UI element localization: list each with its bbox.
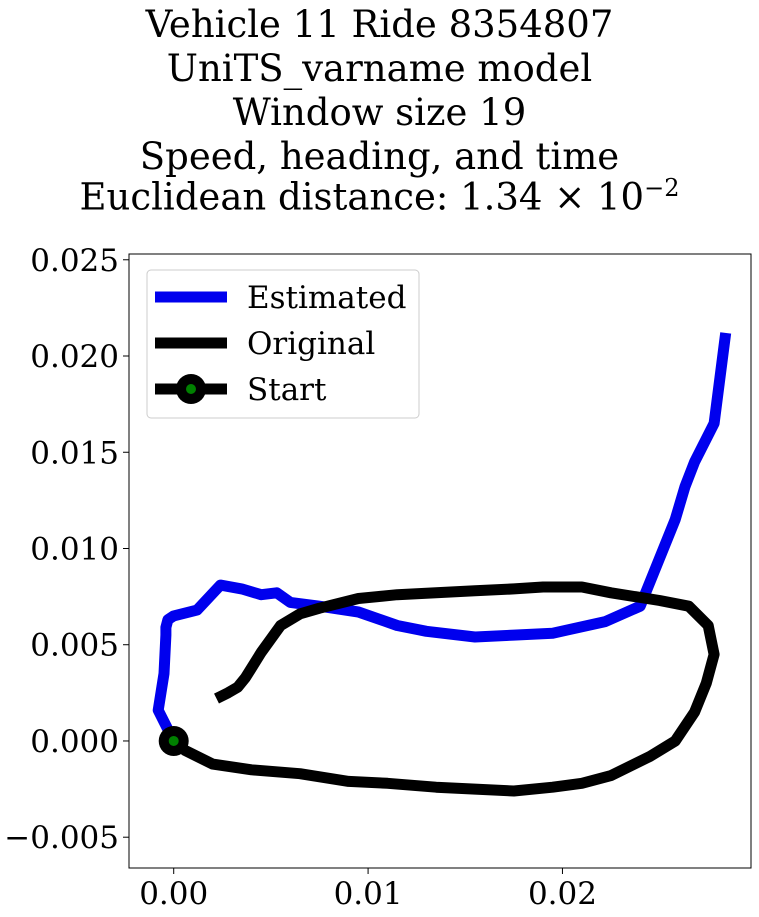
y-tick-label: 0.015 <box>30 435 119 471</box>
chart-title-distance: Euclidean distance: 1.34 × 10 <box>79 175 645 219</box>
y-tick-label: 0.000 <box>30 724 119 760</box>
chart-title-line-2: UniTS_varname model <box>166 47 593 90</box>
chart-title-line-5: Euclidean distance: 1.34 × 10−2 <box>0 176 759 215</box>
y-tick-label: 0.005 <box>30 628 119 664</box>
legend: Estimated Original Start <box>146 269 420 419</box>
legend-label-estimated: Estimated <box>247 280 406 316</box>
start-marker-center <box>168 735 179 746</box>
y-tick-label: 0.010 <box>30 531 119 567</box>
legend-start-marker-center <box>186 384 196 394</box>
legend-label-original: Original <box>247 326 375 362</box>
x-tick-label: 0.02 <box>528 876 597 912</box>
ticks-layer: 0.00 0.01 0.02 −0.005 0.000 0.005 0.010 0.015 0.… <box>4 243 597 912</box>
legend-box <box>146 269 420 419</box>
chart-title-distance-exponent: −2 <box>644 174 680 202</box>
legend-label-start: Start <box>247 372 327 408</box>
x-tick-label: 0.01 <box>334 876 403 912</box>
chart-title-line-4: Speed, heading, and time <box>139 135 620 178</box>
chart-title-line-3: Window size 19 <box>232 91 527 134</box>
y-tick-label: 0.020 <box>30 339 119 375</box>
axes-frame <box>128 253 752 869</box>
chart-title-line-1: Vehicle 11 Ride 8354807 <box>145 3 614 46</box>
x-tick-label: 0.00 <box>139 876 208 912</box>
y-tick-label: 0.025 <box>30 243 119 279</box>
y-tick-label: −0.005 <box>4 820 119 856</box>
series-line-original <box>170 581 720 797</box>
series-layer <box>152 332 732 797</box>
